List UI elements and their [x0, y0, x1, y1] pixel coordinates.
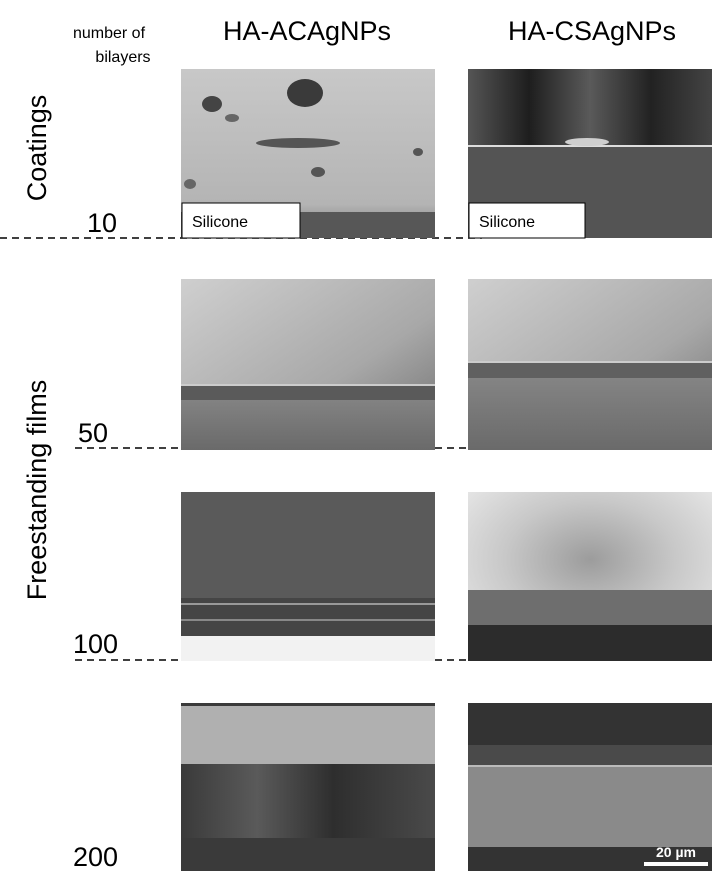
- row-label: 200: [73, 842, 118, 871]
- row-label: 10: [87, 208, 117, 238]
- sem-image: [468, 703, 712, 871]
- label-box: [468, 202, 586, 239]
- image-label: Silicone: [479, 214, 535, 231]
- label-box: [181, 202, 301, 239]
- sem-image: [468, 492, 712, 661]
- group-label: Coatings: [22, 95, 52, 202]
- row-label: 100: [73, 629, 118, 659]
- row-label: 50: [78, 418, 108, 448]
- sem-image: [181, 703, 435, 871]
- image-label: Silicone: [192, 214, 248, 231]
- scale-bar-label: 20 µm: [656, 844, 696, 860]
- group-label: Freestanding films: [22, 380, 52, 601]
- sem-image: [181, 69, 435, 238]
- sem-image: [468, 279, 712, 450]
- header-label: number of: [73, 25, 146, 42]
- column-header: HA-CSAgNPs: [508, 16, 676, 46]
- header-label: bilayers: [95, 49, 150, 66]
- sem-image: [181, 492, 435, 661]
- sem-image: [181, 279, 435, 450]
- scale-bar: [644, 862, 708, 866]
- column-header: HA-ACAgNPs: [223, 16, 391, 46]
